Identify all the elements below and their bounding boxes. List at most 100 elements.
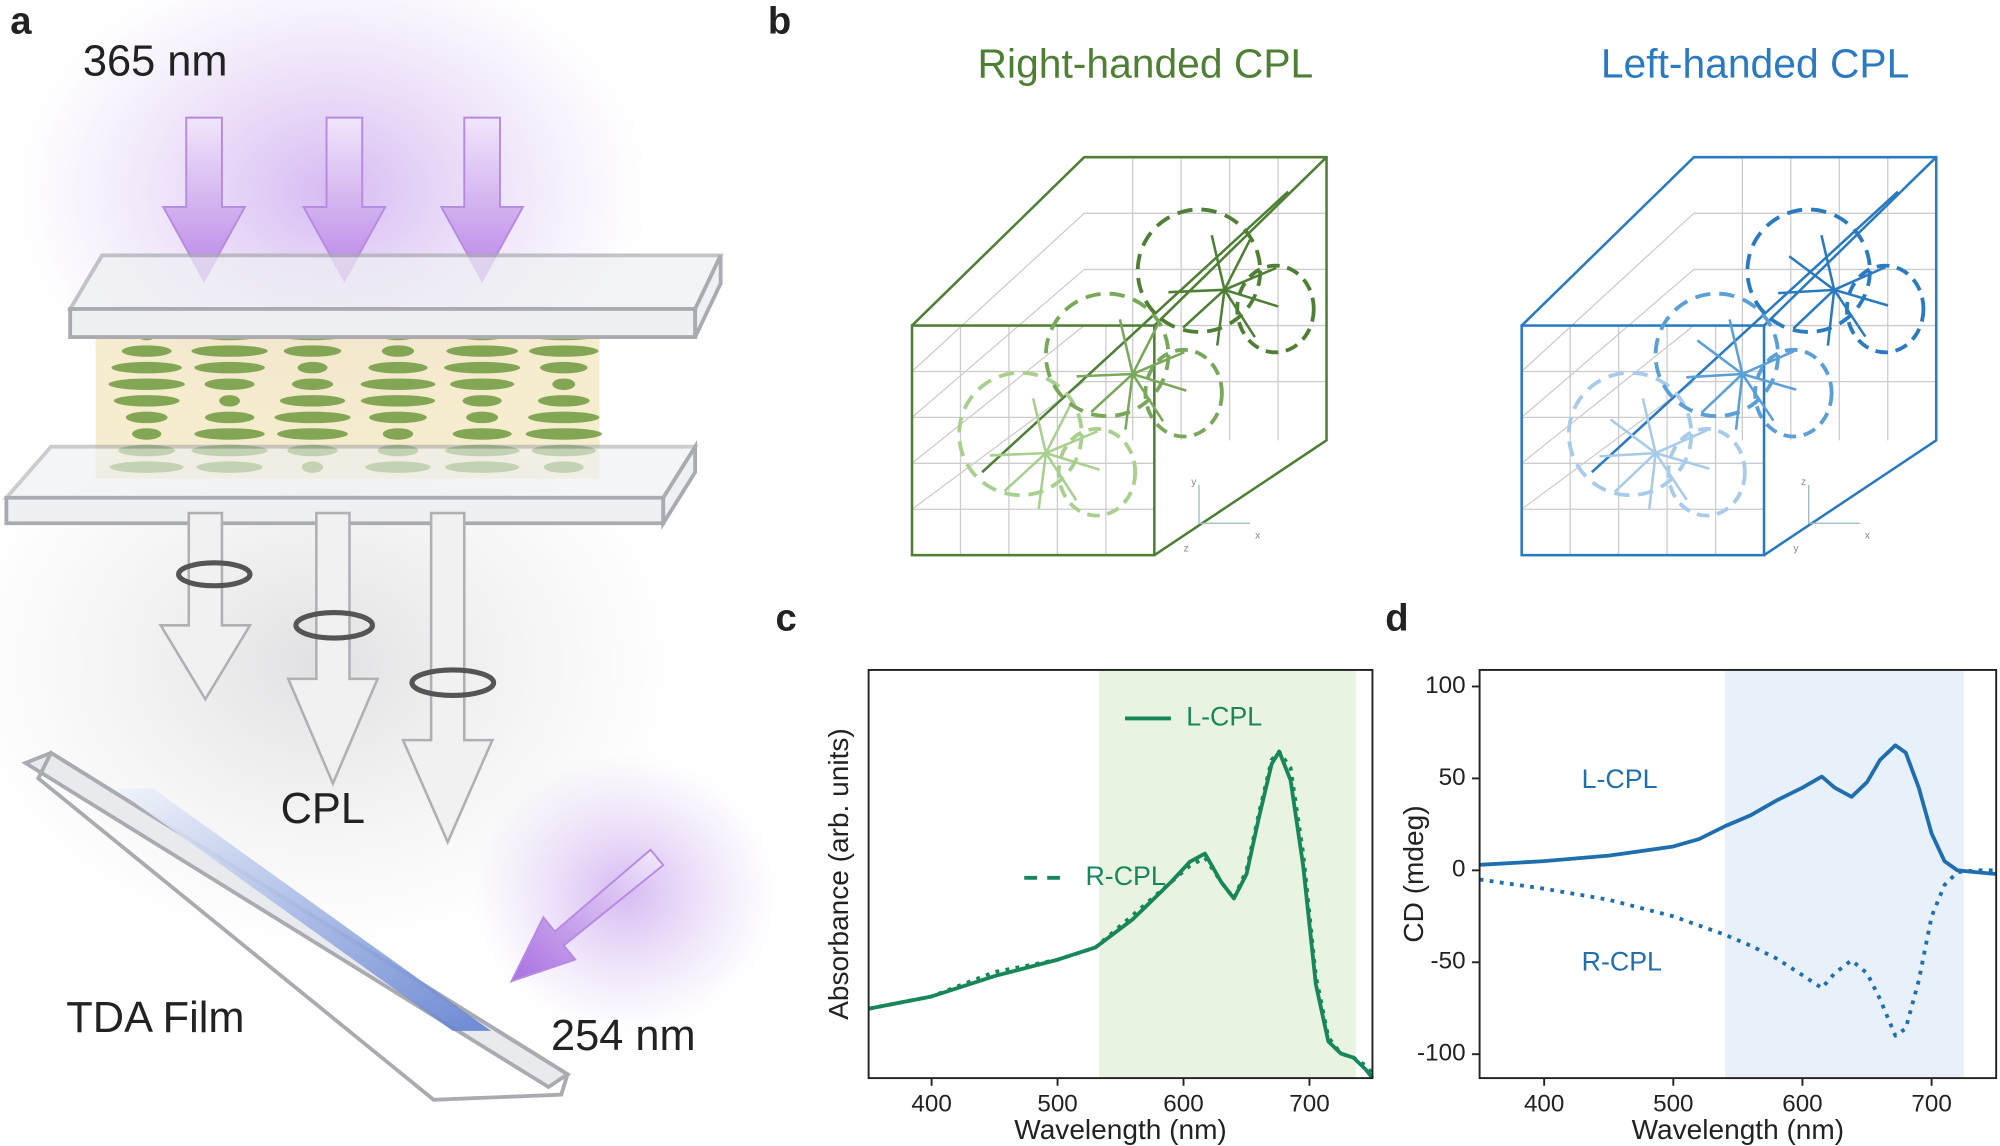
field-vector: [1210, 234, 1226, 291]
axis-glyph: [1808, 484, 1860, 524]
lc-disc: [539, 361, 588, 374]
lc-disc: [452, 428, 512, 440]
x-tick-label: 400: [911, 1090, 951, 1117]
lc-disc: [113, 395, 180, 407]
lc-disc: [360, 378, 436, 390]
field-vector: [1778, 288, 1835, 295]
highlight-band: [1099, 669, 1357, 1079]
x-axis-label: Wavelength (nm): [1632, 1114, 1845, 1145]
y-axis-label: Absorbance (arb. units): [823, 728, 854, 1020]
y-tick-label: 50: [1439, 764, 1466, 791]
legend-label: R-CPL: [1085, 861, 1165, 891]
glass-bottom: [2, 440, 699, 530]
field-vector: [1044, 402, 1073, 454]
field-vector: [1045, 430, 1099, 455]
field-vector: [1741, 350, 1795, 376]
cpl-arrows: [158, 511, 495, 846]
axis-letter: x: [1865, 531, 1870, 542]
field-vector: [1792, 288, 1836, 330]
cube-grid: [911, 212, 1085, 372]
cube-grid: [911, 325, 1085, 464]
panel-title: Right-handed CPL: [978, 40, 1314, 86]
uv-arrows: [161, 116, 525, 283]
field-vector: [1599, 451, 1656, 458]
panel-label: d: [1385, 596, 1408, 639]
y-tick-label: 100: [1425, 672, 1465, 699]
glass-top: [66, 253, 724, 339]
panel-label: b: [768, 0, 791, 42]
cube-edge: [1763, 156, 1938, 327]
field-vector: [1820, 234, 1836, 291]
cube-front: [910, 324, 1156, 557]
field-vector: [1686, 372, 1743, 379]
plot-frame: [1478, 668, 1998, 1080]
lc-disc: [204, 378, 255, 390]
field-vector: [1833, 265, 1887, 292]
lc-disc: [108, 378, 185, 390]
lc-disc: [194, 428, 265, 440]
lc-disc: [291, 378, 334, 390]
lc-disc: [132, 428, 162, 440]
lc-disc: [446, 345, 518, 357]
lc-disc: [462, 395, 502, 407]
field-vector: [1215, 289, 1226, 346]
cube-edges: [1520, 155, 1938, 557]
axis-letter: z: [1801, 477, 1806, 488]
lc-disc: [529, 345, 599, 357]
field-vector: [1076, 372, 1133, 378]
field-vector: [1741, 372, 1797, 391]
x-tick-label: 700: [1289, 1090, 1329, 1117]
field-vector: [1223, 266, 1277, 292]
field-vector: [1003, 452, 1047, 492]
field-vector: [1031, 398, 1048, 454]
cube-edge: [1153, 156, 1328, 327]
cube-edges: [910, 155, 1328, 557]
field-vector: [1826, 289, 1836, 346]
series-line: [1479, 743, 1997, 876]
series-label: L-CPL: [1582, 764, 1658, 794]
field-vector: [1833, 288, 1889, 307]
x-tick-label: 600: [1782, 1090, 1822, 1117]
panel-label: c: [776, 596, 797, 639]
field-vector: [989, 451, 1046, 457]
field-vector: [1223, 289, 1256, 338]
field-vector: [1223, 239, 1252, 291]
field-vector: [1641, 398, 1657, 454]
field-vector: [1132, 350, 1185, 376]
lc-disc: [194, 361, 265, 374]
field-vector: [1182, 288, 1226, 329]
field-vector: [1132, 372, 1187, 392]
legend-label: L-CPL: [1186, 701, 1262, 731]
panel-a: 365 nm CPL TDA Film 254 nm: [0, 0, 779, 1102]
x-axis-label: Wavelength (nm): [1014, 1114, 1227, 1145]
lc-disc: [191, 345, 268, 357]
field-vector: [1124, 373, 1134, 430]
field-vector: [1045, 451, 1100, 471]
lc-disc: [466, 411, 499, 424]
field-vector: [1728, 319, 1744, 375]
cube-front: [1520, 324, 1766, 557]
y-tick-label: 0: [1452, 856, 1465, 883]
cube-grid: [1521, 325, 1695, 464]
field-vector: [1734, 373, 1744, 430]
field-vector: [1044, 452, 1078, 502]
lc-disc: [552, 378, 576, 390]
field-vector: [1655, 429, 1708, 455]
rotation-markers: [176, 560, 497, 699]
field-vector: [1833, 289, 1867, 338]
x-tick-label: 400: [1524, 1090, 1564, 1117]
x-tick-label: 700: [1911, 1090, 1951, 1117]
cube-grid: [911, 381, 1085, 510]
y-axis-label: CD (mdeg): [1398, 805, 1429, 942]
lc-disc: [204, 411, 255, 424]
side-uv-arrow: [509, 848, 665, 983]
lc-disc: [382, 428, 414, 440]
lc-disc: [537, 395, 590, 407]
lc-disc: [381, 345, 415, 357]
field-vector: [1613, 452, 1657, 493]
lc-disc: [444, 361, 521, 374]
y-tick-label: -50: [1431, 948, 1466, 975]
series-line: [868, 749, 1374, 1080]
